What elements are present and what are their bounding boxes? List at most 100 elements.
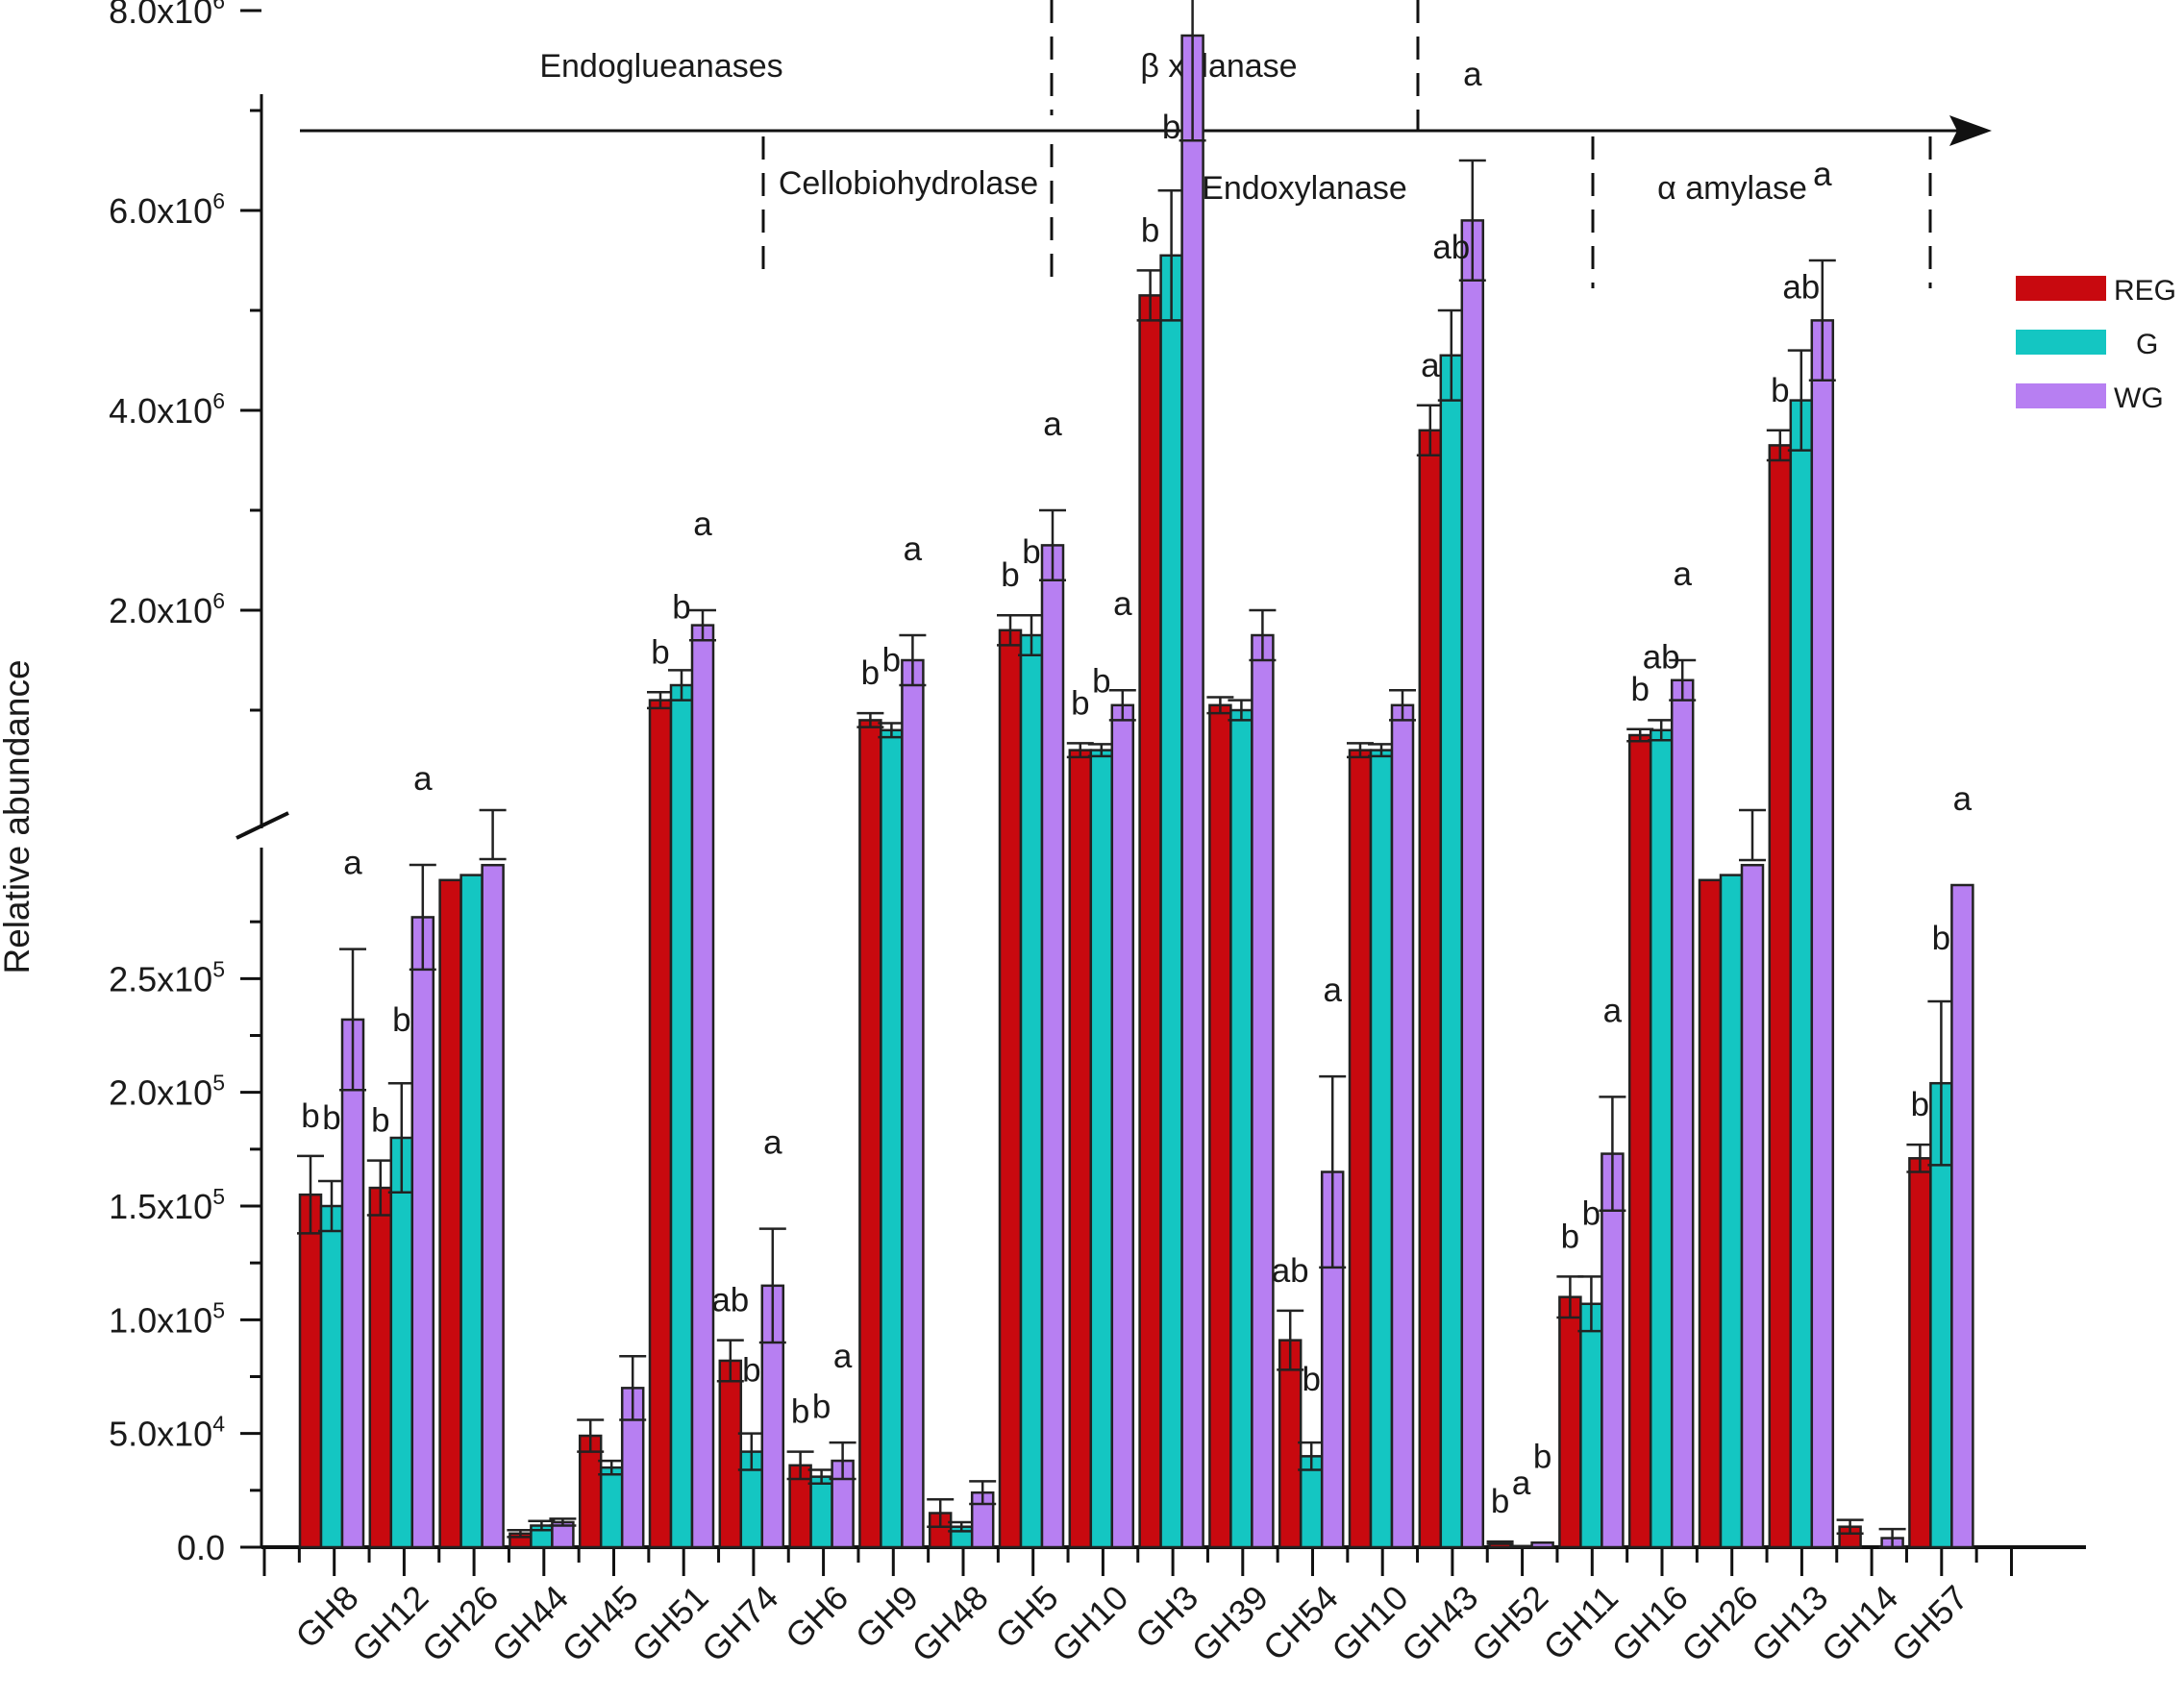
bar-wg [481,863,505,1549]
significance-label: b [1771,372,1789,409]
significance-label: b [1630,671,1649,708]
significance-label: a [343,845,362,882]
bar-g [880,728,904,1549]
significance-label: ab [1432,229,1470,266]
significance-label: a [1603,992,1623,1029]
x-tick-label: GH57 [1884,1578,1975,1669]
significance-label: b [742,1352,760,1390]
bar-reg [298,1193,323,1549]
x-tick-label: GH26 [1674,1578,1765,1669]
bar-wg [1460,219,1485,1549]
significance-label: a [1813,156,1832,193]
significance-label: b [1491,1483,1509,1520]
significance-label: b [1092,662,1110,700]
bar-reg [718,1359,743,1549]
region-label: β xylanase [1140,48,1297,85]
bar-g [809,1475,833,1549]
bar-g [1719,874,1744,1549]
y-tick-label: 1.5x105 [109,1184,225,1226]
significance-labels: bbabbabbaabbabbabbabbabbabbaabbaaabababb… [301,56,1972,1520]
significance-label: b [1022,533,1040,571]
bar-wg [1110,703,1135,1549]
significance-label: a [1512,1465,1531,1502]
region-annotations: Endoglueanases β xylanase Cellobiohydrolas… [300,0,1992,288]
significance-label: b [1001,556,1019,594]
significance-label: a [1421,347,1440,384]
x-tick-label: GH51 [624,1578,715,1669]
significance-label: b [1582,1195,1601,1232]
x-tick-label: GH45 [554,1578,645,1669]
bar-reg [1768,444,1793,1549]
bars [297,0,1974,1549]
y-tick-label: 6.0x106 [109,188,225,231]
significance-label: a [693,505,712,543]
x-tick-label: GH6 [778,1578,856,1656]
bar-g [1229,708,1253,1549]
y-tick-label: 5.0x104 [109,1412,225,1454]
region-label: Cellobiohydrolase [779,165,1038,202]
significance-label: b [1302,1361,1320,1398]
significance-label: b [1932,920,1950,957]
significance-label: b [301,1097,319,1135]
significance-label: a [833,1338,853,1375]
significance-label: b [392,1001,410,1039]
bar-reg [368,1186,393,1549]
x-tick-label: GH10 [1324,1578,1415,1669]
y-tick-label: 8.0x106 [109,0,225,31]
bar-wg [1601,1152,1625,1549]
significance-label: a [1323,972,1342,1009]
bar-wg [1390,703,1415,1549]
significance-label: b [812,1389,831,1426]
significance-label: b [322,1099,340,1137]
bar-reg [1348,749,1373,1549]
x-tick-label: GH11 [1535,1578,1626,1668]
y-tick-label: 0.0 [177,1528,225,1567]
significance-label: b [371,1102,389,1140]
significance-label: b [882,642,901,679]
x-tick-label: GH48 [904,1578,995,1669]
bar-reg [1698,878,1723,1549]
bar-g [599,1466,624,1549]
significance-label: b [1533,1438,1551,1475]
significance-label: a [763,1124,782,1162]
bar-reg [1138,294,1162,1549]
bar-reg [1627,733,1652,1549]
x-tick-label: GH12 [344,1578,435,1669]
bar-g [1579,1302,1603,1549]
bar-wg [1530,1541,1554,1549]
significance-label: b [1911,1086,1929,1123]
significance-label: b [672,588,690,626]
axis-break-mark [236,811,289,840]
bar-wg [1180,34,1204,1549]
bar-g [1649,728,1674,1549]
significance-label: b [1141,211,1159,249]
bar-g [669,683,694,1549]
legend-label: WG [2114,382,2164,414]
x-tick-label: GH13 [1744,1578,1835,1669]
bar-reg [1278,1339,1303,1549]
bar-g [459,874,484,1549]
bar-g [1789,399,1814,1549]
y-tick-label: 1.0x105 [109,1297,225,1340]
bar-reg [1208,703,1232,1549]
bar-g [1439,354,1464,1549]
bar-wg [1950,883,1974,1549]
x-tick-label: GH43 [1394,1578,1485,1669]
significance-label: b [1162,109,1180,146]
bar-g [1509,1544,1533,1549]
x-tick-label: CH54 [1255,1578,1346,1668]
bar-wg [690,624,715,1549]
significance-label: b [1561,1218,1579,1255]
bar-wg [1810,319,1835,1549]
bar-wg [1670,678,1695,1549]
bar-wg [901,658,925,1549]
legend: REG G WG [2016,275,2176,414]
bar-g [389,1136,414,1549]
legend-swatch-reg [2016,276,2106,301]
significance-label: a [1113,585,1132,623]
bar-reg [648,699,673,1549]
y-tick-label: 4.0x106 [109,388,225,431]
bar-g [1089,749,1114,1549]
y-axis-title: Relative abundance [0,659,37,973]
